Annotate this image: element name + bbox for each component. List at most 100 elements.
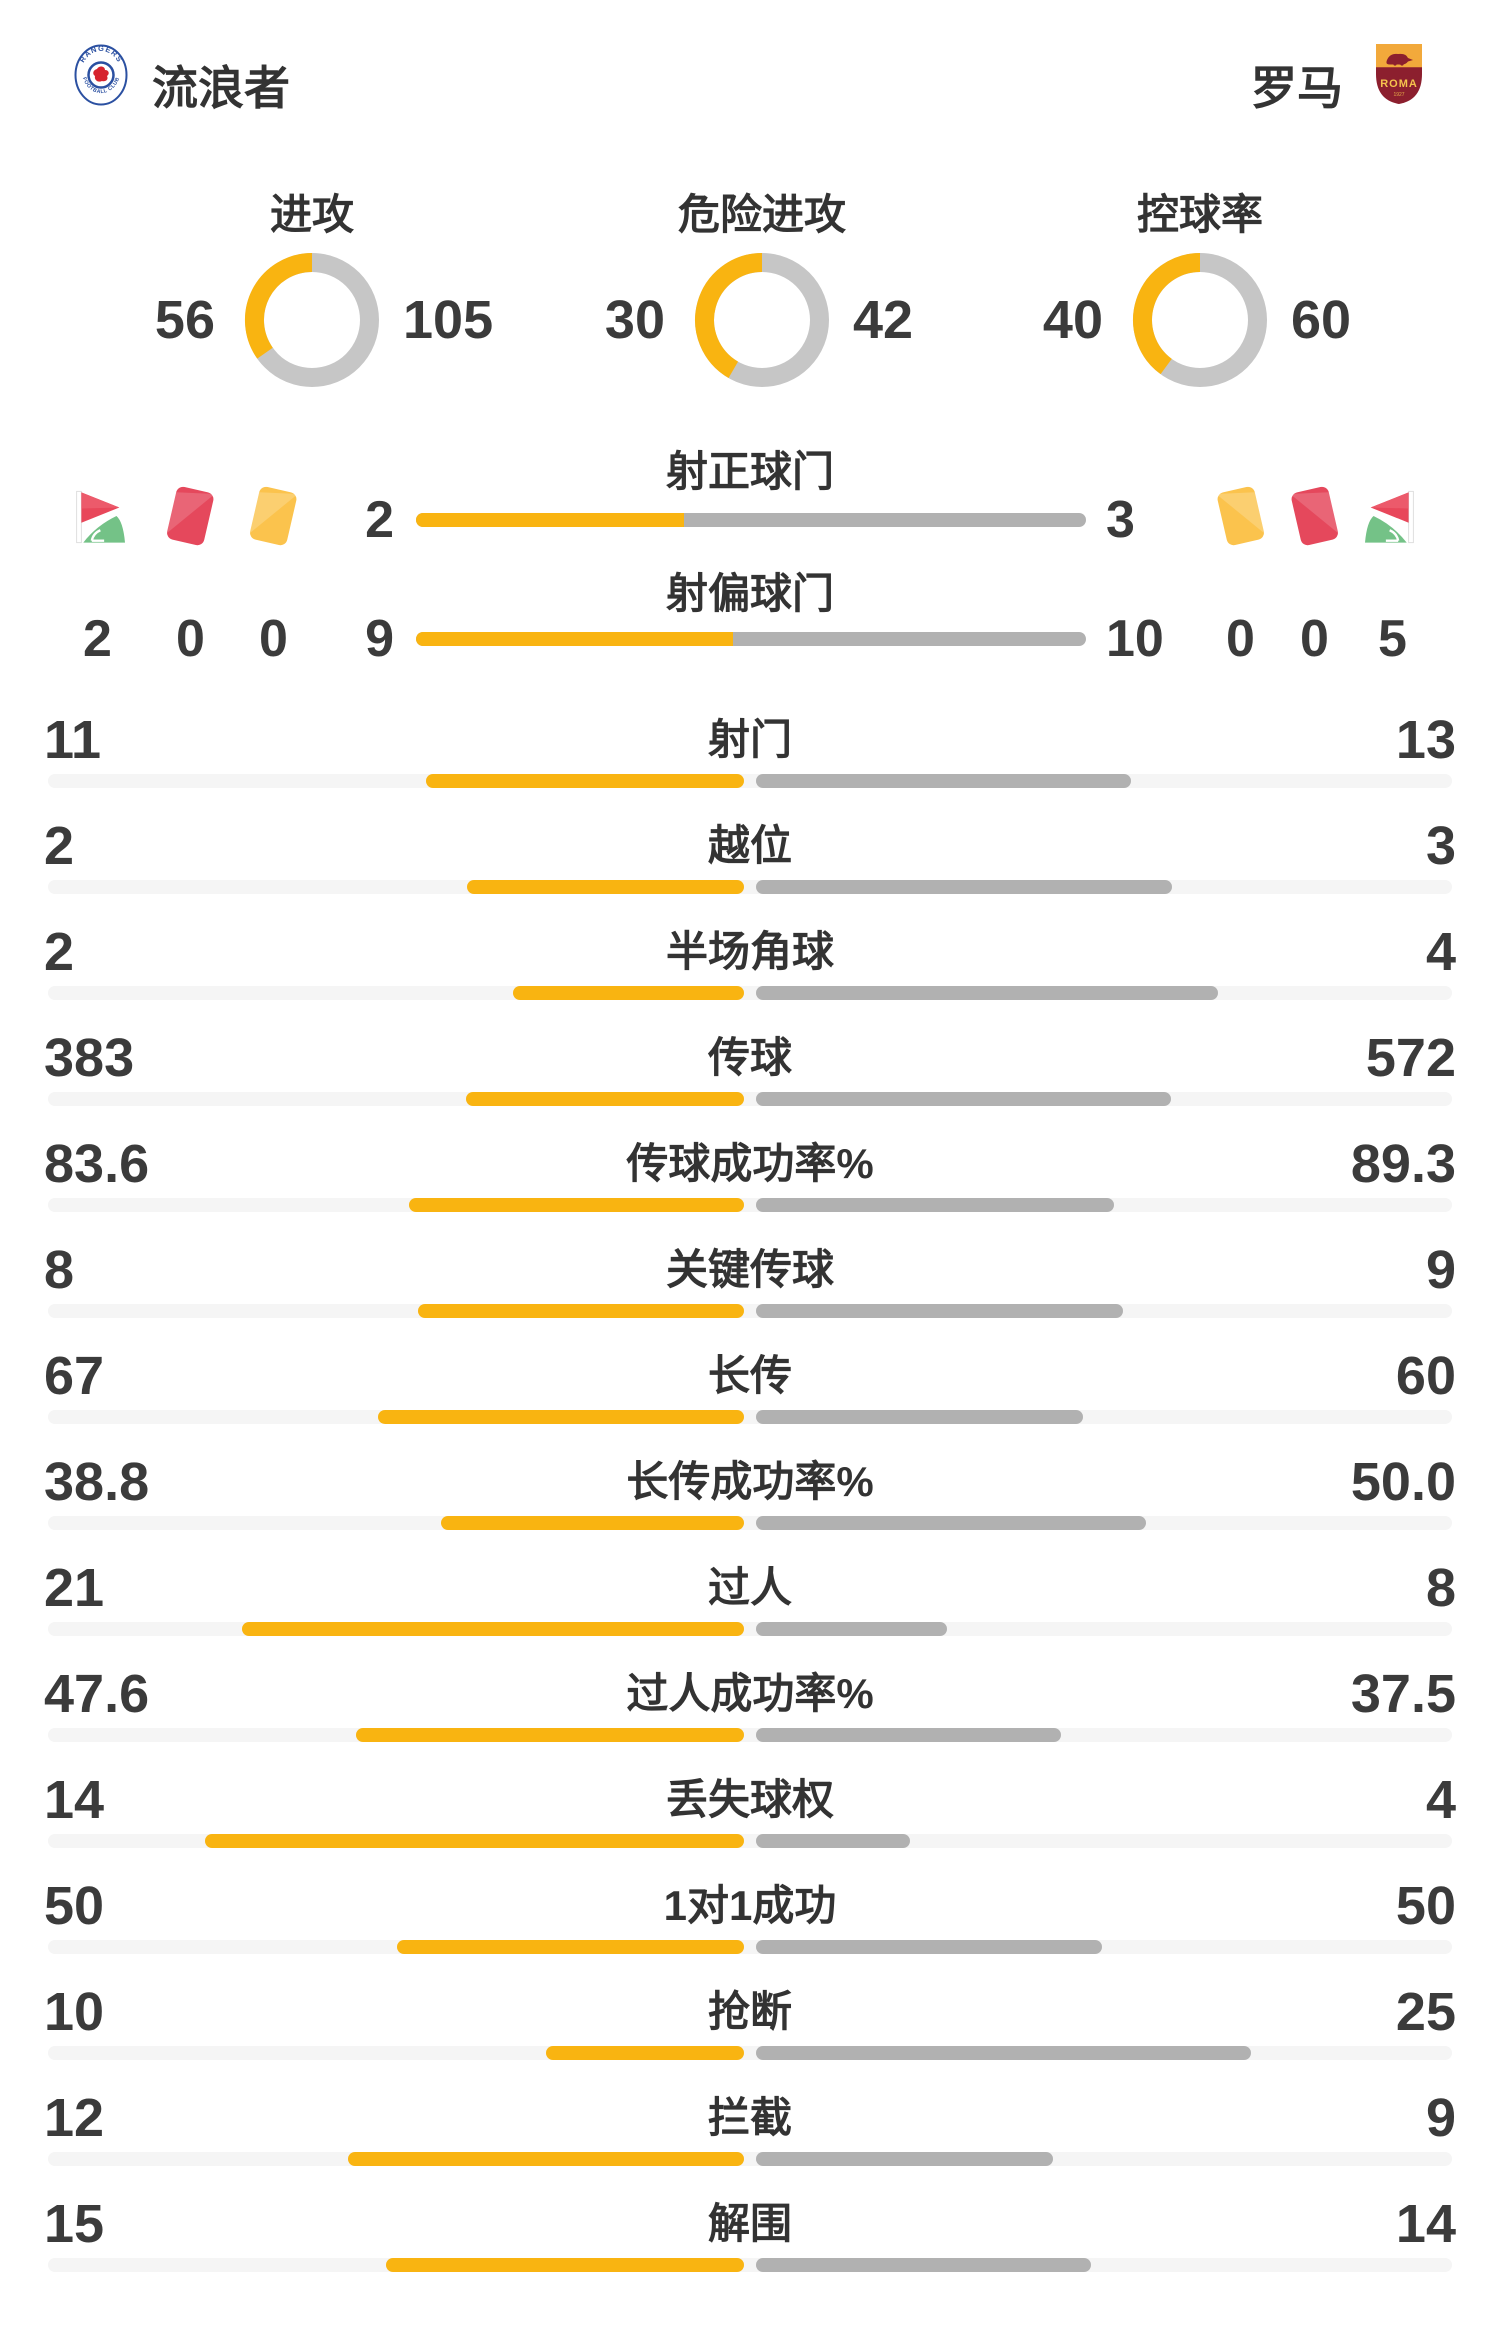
stat-row: 15 14 解围 bbox=[0, 2174, 1500, 2280]
donut-chart bbox=[242, 250, 382, 390]
stat-away-value: 4 bbox=[1425, 1770, 1456, 1830]
donut-title: 进攻 bbox=[269, 191, 354, 238]
stat-away-value: 572 bbox=[1365, 1028, 1456, 1088]
shots-away-value: 3 bbox=[1106, 491, 1135, 549]
stat-label: 关键传球 bbox=[665, 1246, 834, 1293]
stat-bar-away bbox=[756, 1622, 947, 1636]
stat-row: 14 4 丢失球权 bbox=[0, 1750, 1500, 1856]
stat-bar-track bbox=[48, 1410, 1452, 1424]
stat-bar-track bbox=[48, 1304, 1452, 1318]
stat-home-value: 14 bbox=[44, 1770, 105, 1830]
stat-label: 射门 bbox=[707, 716, 792, 763]
stat-away-value: 4 bbox=[1425, 922, 1456, 982]
stat-row: 8 9 关键传球 bbox=[0, 1220, 1500, 1326]
stat-bar-away bbox=[756, 1728, 1061, 1742]
donut-title: 危险进攻 bbox=[677, 191, 846, 238]
stat-bar-home bbox=[418, 1304, 744, 1318]
stat-row: 2 3 越位 bbox=[0, 796, 1500, 902]
stat-bar-away bbox=[756, 774, 1131, 788]
stat-away-value: 9 bbox=[1425, 2088, 1456, 2148]
stat-home-value: 12 bbox=[44, 2088, 105, 2148]
shots-home-value: 9 bbox=[365, 610, 394, 668]
stat-row: 11 13 射门 bbox=[0, 690, 1500, 796]
stat-bar-away bbox=[756, 880, 1172, 894]
stat-row: 383 572 传球 bbox=[0, 1008, 1500, 1114]
donut-away-value: 60 bbox=[1291, 290, 1352, 350]
stat-bar-home bbox=[441, 1516, 744, 1530]
stat-bar-away bbox=[756, 1834, 910, 1848]
stat-bar-home bbox=[348, 2152, 744, 2166]
stat-away-value: 89.3 bbox=[1350, 1134, 1456, 1194]
stat-bar-track bbox=[48, 880, 1452, 894]
stat-bar-away bbox=[756, 1198, 1114, 1212]
shots-bar bbox=[416, 632, 1086, 646]
stat-away-value: 50 bbox=[1395, 1876, 1456, 1936]
stat-row: 10 25 抢断 bbox=[0, 1962, 1500, 2068]
stat-away-value: 13 bbox=[1395, 710, 1456, 770]
shots-title: 射正球门 bbox=[665, 448, 834, 495]
stat-bar-away bbox=[756, 1940, 1102, 1954]
svg-text:1927: 1927 bbox=[1393, 92, 1404, 98]
stat-home-value: 8 bbox=[44, 1240, 75, 1300]
stat-label: 丢失球权 bbox=[665, 1776, 834, 1823]
stat-home-value: 83.6 bbox=[44, 1134, 150, 1194]
stat-label: 抢断 bbox=[707, 1988, 792, 2035]
stat-bar-track bbox=[48, 2152, 1452, 2166]
stat-home-value: 67 bbox=[44, 1346, 105, 1406]
stat-away-value: 60 bbox=[1395, 1346, 1456, 1406]
away-red-card-count: 0 bbox=[1300, 610, 1329, 668]
red-card-icon bbox=[163, 486, 218, 548]
donut-home-value: 30 bbox=[604, 290, 665, 350]
stat-bar-track bbox=[48, 2258, 1452, 2272]
away-corner-count: 5 bbox=[1378, 610, 1407, 668]
stat-home-value: 11 bbox=[44, 710, 102, 770]
corner-flag-icon bbox=[1365, 486, 1420, 548]
away-team-logo: ROMA 1927 bbox=[1374, 42, 1424, 106]
stat-bar-track bbox=[48, 1092, 1452, 1106]
donut-chart bbox=[692, 250, 832, 390]
stat-bar-away bbox=[756, 1410, 1083, 1424]
stat-row: 21 8 过人 bbox=[0, 1538, 1500, 1644]
donut-home-value: 56 bbox=[154, 290, 215, 350]
stat-bar-home bbox=[467, 880, 744, 894]
stat-bar-home bbox=[426, 774, 744, 788]
stat-bar-home bbox=[205, 1834, 744, 1848]
stat-away-value: 25 bbox=[1395, 1982, 1456, 2042]
stat-bar-track bbox=[48, 1940, 1452, 1954]
stat-bar-away bbox=[756, 986, 1218, 1000]
stat-bar-track bbox=[48, 1198, 1452, 1212]
stat-bar-away bbox=[756, 2046, 1251, 2060]
home-yellow-card-count: 0 bbox=[259, 610, 288, 668]
stat-bar-home bbox=[513, 986, 744, 1000]
donut-home-value: 40 bbox=[1042, 290, 1103, 350]
yellow-card-icon bbox=[1213, 486, 1268, 548]
yellow-card-icon bbox=[246, 486, 301, 548]
stat-bar-home bbox=[466, 1092, 744, 1106]
stat-bar-track bbox=[48, 774, 1452, 788]
stat-label: 拦截 bbox=[707, 2094, 792, 2141]
stat-home-value: 2 bbox=[44, 922, 75, 982]
stat-bar-away bbox=[756, 1092, 1171, 1106]
stat-row: 38.8 50.0 长传成功率% bbox=[0, 1432, 1500, 1538]
stat-home-value: 21 bbox=[44, 1558, 105, 1618]
stat-away-value: 37.5 bbox=[1350, 1664, 1456, 1724]
home-team-name: 流浪者 bbox=[152, 62, 290, 114]
stat-row: 47.6 37.5 过人成功率% bbox=[0, 1644, 1500, 1750]
stat-label: 长传成功率% bbox=[626, 1458, 874, 1505]
stat-bar-home bbox=[386, 2258, 744, 2272]
shots-bar-home bbox=[416, 513, 684, 527]
stat-bar-away bbox=[756, 2258, 1091, 2272]
stat-home-value: 10 bbox=[44, 1982, 105, 2042]
shots-bar bbox=[416, 513, 1086, 527]
stat-bar-away bbox=[756, 1516, 1146, 1530]
stat-label: 半场角球 bbox=[665, 928, 834, 975]
stat-bar-track bbox=[48, 1516, 1452, 1530]
shots-bar-home bbox=[416, 632, 733, 646]
stat-label: 1对1成功 bbox=[663, 1882, 837, 1929]
donut-away-value: 105 bbox=[403, 290, 494, 350]
shots-home-value: 2 bbox=[365, 491, 394, 549]
stat-home-value: 50 bbox=[44, 1876, 105, 1936]
stat-label: 过人成功率% bbox=[626, 1670, 874, 1717]
stat-row: 2 4 半场角球 bbox=[0, 902, 1500, 1008]
